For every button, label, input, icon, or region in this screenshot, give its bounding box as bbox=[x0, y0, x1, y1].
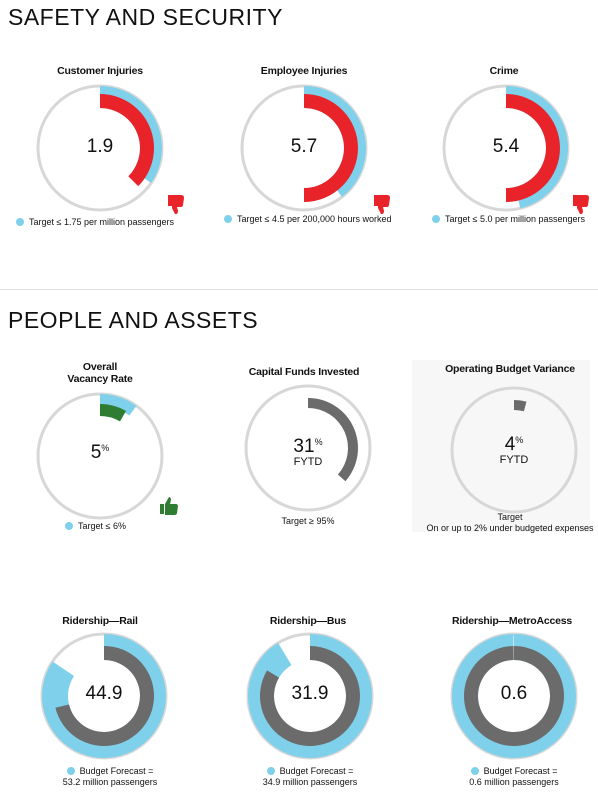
gauge-actual-arc bbox=[100, 94, 154, 187]
legend-text: Target ≤ 5.0 per million passengers bbox=[445, 214, 586, 224]
ridership-bus-value: 31.9 bbox=[291, 683, 329, 704]
legend-text: Budget Forecast = bbox=[279, 766, 354, 776]
legend-text: Budget Forecast = bbox=[483, 766, 558, 776]
legend-line1: Budget Forecast = bbox=[260, 766, 360, 777]
ridership-bus-gauge bbox=[246, 632, 374, 760]
crime-legend: Target ≤ 5.0 per million passengers bbox=[432, 214, 585, 224]
ridership-metroaccess-legend: Budget Forecast = 0.6 million passengers bbox=[464, 766, 564, 788]
legend-line2: 0.6 million passengers bbox=[469, 777, 559, 787]
customer-injuries-value: 1.9 bbox=[86, 136, 114, 157]
value-number: 31 bbox=[293, 436, 315, 457]
employee-injuries-gauge bbox=[240, 84, 368, 212]
value-number: 4 bbox=[504, 434, 516, 455]
caption-line1: Target bbox=[497, 512, 523, 522]
legend-text: Target ≤ 1.75 per million passengers bbox=[29, 217, 175, 227]
ridership-bus-title: Ridership—Bus bbox=[269, 615, 347, 627]
crime-value: 5.4 bbox=[492, 136, 520, 157]
thumbs-down-icon bbox=[371, 193, 393, 220]
value-unit: % bbox=[314, 437, 323, 447]
crime-title: Crime bbox=[489, 65, 519, 77]
legend-line2: 53.2 million passengers bbox=[62, 777, 158, 787]
ridership-metroaccess-value: 0.6 bbox=[500, 683, 528, 704]
thumbs-down-icon bbox=[570, 193, 592, 220]
vacancy-title-line2: Vacancy Rate bbox=[67, 373, 133, 385]
capital-funds-value: 31% bbox=[240, 436, 376, 458]
capital-funds-caption: Target ≥ 95% bbox=[281, 516, 335, 526]
operating-budget-sub: FYTD bbox=[499, 454, 529, 466]
vacancy-title-line1: Overall bbox=[82, 361, 118, 373]
employee-injuries-legend: Target ≤ 4.5 per 200,000 hours worked bbox=[224, 214, 392, 224]
legend-line2: 34.9 million passengers bbox=[262, 777, 358, 787]
legend-text: Target ≤ 4.5 per 200,000 hours worked bbox=[237, 214, 392, 224]
ridership-bus-legend: Budget Forecast = 34.9 million passenger… bbox=[260, 766, 360, 788]
thumbs-up-icon bbox=[158, 496, 180, 521]
section-divider bbox=[0, 289, 598, 290]
legend-text: Budget Forecast = bbox=[79, 766, 154, 776]
legend-dot bbox=[66, 767, 75, 775]
section-title-safety: SAFETY AND SECURITY bbox=[8, 4, 283, 30]
section-title-people: PEOPLE AND ASSETS bbox=[8, 307, 259, 333]
ridership-metroaccess-title: Ridership—MetroAccess bbox=[451, 615, 573, 627]
ridership-metroaccess-gauge bbox=[450, 632, 578, 760]
legend-dot bbox=[224, 215, 232, 223]
capital-funds-sub: FYTD bbox=[293, 456, 323, 468]
operating-budget-gauge bbox=[450, 386, 578, 514]
legend-dot bbox=[65, 522, 73, 530]
ridership-rail-value: 44.9 bbox=[85, 683, 123, 704]
operating-budget-title: Operating Budget Variance bbox=[445, 363, 575, 375]
vacancy-title: Overall Vacancy Rate bbox=[0, 361, 200, 385]
crime-gauge bbox=[442, 84, 570, 212]
gauge-actual-arc bbox=[514, 400, 527, 412]
customer-injuries-title: Customer Injuries bbox=[57, 65, 143, 77]
ridership-rail-legend: Budget Forecast = 53.2 million passenger… bbox=[60, 766, 160, 788]
capital-funds-title: Capital Funds Invested bbox=[248, 366, 360, 378]
thumbs-down-icon bbox=[165, 193, 187, 220]
vacancy-legend: Target ≤ 6% bbox=[65, 521, 126, 531]
caption-line2: On or up to 2% under budgeted expenses bbox=[426, 523, 594, 533]
legend-line1: Budget Forecast = bbox=[464, 766, 564, 777]
vacancy-gauge bbox=[36, 392, 164, 520]
employee-injuries-title: Employee Injuries bbox=[260, 65, 348, 77]
customer-injuries-legend: Target ≤ 1.75 per million passengers bbox=[16, 217, 174, 227]
gauge-ring bbox=[450, 386, 578, 514]
value-unit: % bbox=[101, 443, 110, 453]
gauge-target-arc bbox=[100, 394, 137, 416]
gauge-actual-arc bbox=[100, 404, 126, 422]
legend-dot bbox=[266, 767, 275, 775]
legend-dot bbox=[470, 767, 479, 775]
legend-text: Target ≤ 6% bbox=[78, 521, 126, 531]
customer-injuries-gauge bbox=[36, 84, 164, 212]
value-number: 5 bbox=[90, 442, 102, 463]
operating-budget-caption: Target On or up to 2% under budgeted exp… bbox=[410, 512, 598, 534]
legend-dot bbox=[432, 215, 440, 223]
ridership-rail-title: Ridership—Rail bbox=[62, 615, 138, 627]
legend-line1: Budget Forecast = bbox=[60, 766, 160, 777]
employee-injuries-value: 5.7 bbox=[290, 136, 318, 157]
gauge-actual-arc bbox=[308, 398, 358, 482]
gauge-actual-arc bbox=[506, 94, 560, 202]
gauge-ring bbox=[244, 384, 372, 512]
legend-dot bbox=[16, 218, 24, 226]
capital-funds-gauge bbox=[244, 384, 372, 512]
ridership-rail-gauge bbox=[40, 632, 168, 760]
gauge-target-arc bbox=[506, 86, 568, 209]
value-unit: % bbox=[515, 435, 524, 445]
gauge-actual-arc bbox=[304, 94, 358, 202]
vacancy-value: 5% bbox=[32, 442, 168, 464]
operating-budget-value: 4% bbox=[446, 434, 582, 456]
